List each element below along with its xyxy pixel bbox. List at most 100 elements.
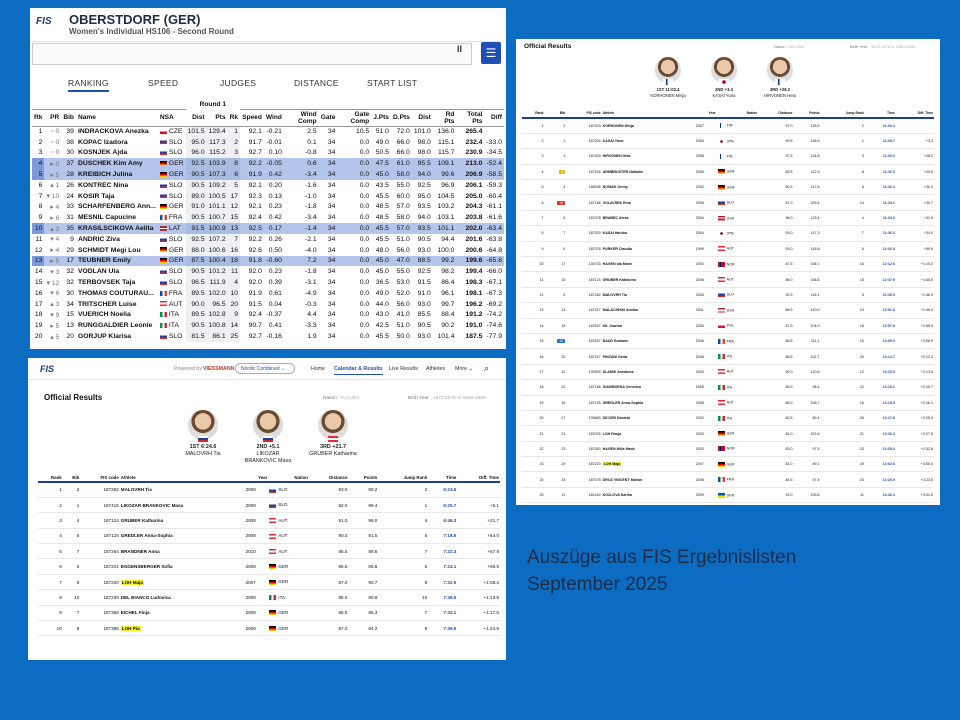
table-row[interactable]: 1 2 187282 MALOVRH Tia 2008 SLO 93.0 99.2 2 6:24.…: [38, 482, 500, 498]
column-header[interactable]: Nation: [268, 474, 309, 483]
table-row[interactable]: 20 27 130683 DEJORI Daniela 2002 ITA 80.5 89.1 2…: [522, 410, 934, 427]
table-row[interactable]: 2 1 187204 KASAI Yuna 2004 JPN 99.5 128.9 1 11:05…: [522, 133, 934, 150]
table-row[interactable]: 19 16 187125 GREDLER Anna-Sophia 2008 AUT 86.0…: [522, 395, 934, 411]
table-row[interactable]: 7 5 187078 BRABEC Alexa 2004 USA 98.0 123.4 4 11:…: [522, 210, 934, 227]
column-header[interactable]: Wind: [263, 109, 284, 127]
column-header[interactable]: Gate Comp: [337, 109, 372, 127]
table-row[interactable]: 11 15 187124 GRUBER Katharina 2008 AUT 86.0 106…: [522, 271, 934, 288]
athlete-name[interactable]: EGGENSBERGER Sofia: [120, 564, 173, 570]
athlete-name[interactable]: BRABEC Alexa: [602, 216, 629, 221]
athlete-name[interactable]: EICHEL Finja: [120, 610, 150, 616]
nation-filter-input[interactable]: SUI,USA: [788, 44, 805, 49]
table-row[interactable]: 10 8 187385 LOH Pia 2009 GER 87.0 84.2 8 7:49.5 +1…: [38, 620, 500, 637]
table-row[interactable]: 25 11 181444 KOZLOVA Karina 2009 UKR 91.0 109.8…: [522, 487, 934, 504]
table-row[interactable]: 4 ▸ 0 37 DUSCHEK Kim Amy GER 92.5 103.9 8 92.2 -0…: [32, 158, 504, 170]
column-header[interactable]: Distance: [758, 109, 794, 119]
table-row[interactable]: 5 7 187264 BRANDNER Anna 2010 AUT 85.5 88.5 7 7:2…: [38, 543, 500, 560]
athlete-name[interactable]: HAGEN Mille Marie: [602, 446, 635, 451]
table-row[interactable]: 12 ▸ 4 29 SCHMIDT Megi Lou GER 88.0 100.6 16 92.…: [32, 244, 504, 256]
column-header[interactable]: Dist: [185, 109, 207, 127]
athlete-name[interactable]: DEJORI Daniela: [602, 416, 630, 421]
athlete-name[interactable]: LOH Maja: [602, 462, 622, 467]
table-row[interactable]: 6 16 187186 VOLAVSEK Ema 2005 SLO 87.0 109.4 14 1…: [522, 194, 934, 211]
tab-start-list[interactable]: START LIST: [367, 78, 418, 88]
column-header[interactable]: Bib: [61, 109, 76, 127]
tab-ranking[interactable]: RANKING: [68, 78, 109, 92]
table-row[interactable]: 4 5 187125 GREDLER Anna-Sophia 2008 AUT 90.0 91…: [38, 528, 500, 545]
tab-judges[interactable]: JUDGES: [220, 78, 257, 88]
table-row[interactable]: 9 6 187078 PURKER Claudia 1999 AUT 93.0 118.8 6 1…: [522, 241, 934, 258]
athlete-name[interactable]: DROZ VINCENT Marion: [602, 477, 643, 482]
athlete-name[interactable]: LOH Pia: [120, 625, 141, 631]
birth-year-input[interactable]: 1972,1975 or 1980-1985: [871, 44, 915, 49]
column-header[interactable]: J.Pts: [371, 109, 391, 127]
table-row[interactable]: 18 ▾ 9 15 VUERICH Noelia ITA 89.5 102.8 9 92.4 -0…: [32, 309, 504, 321]
table-row[interactable]: 6 ▴ 1 26 KONTREC Nina SLO 90.5 109.2 5 92.1 0.20 -…: [32, 179, 504, 191]
table-row[interactable]: 5 ▸ 5 28 KREIBICH Julina GER 90.5 107.3 6 91.9 0.…: [32, 169, 504, 180]
column-header[interactable]: Rank: [522, 109, 545, 119]
table-row[interactable]: 3 4 187124 GRUBER Katharina 2008 AUT 91.0 96.0 4…: [38, 512, 500, 529]
table-row[interactable]: 19 ▸ 5 13 RUNGGALDIER Leonie ITA 90.5 100.8 14 9…: [32, 320, 504, 332]
table-row[interactable]: 23 29 187220 LOH Maja 2007 GER 81.0 89.1 29 14:02…: [522, 456, 934, 473]
athlete-name[interactable]: VOLAVSEK Ema: [602, 200, 631, 205]
column-header[interactable]: Bib: [544, 109, 567, 119]
column-header[interactable]: Rk: [32, 109, 45, 127]
athlete-name[interactable]: BAUD Romane: [602, 339, 629, 344]
table-row[interactable]: 11 ▾ 4 9 ANDRIC Ziva SLO 92.5 107.2 7 92.2 0.26 -2…: [32, 233, 504, 245]
athlete-name[interactable]: MALACINSKI Annika: [602, 308, 639, 313]
athlete-name[interactable]: GREDLER Anna-Sophia: [120, 533, 173, 539]
athlete-name[interactable]: SLAMIK Annalena: [602, 369, 634, 374]
table-row[interactable]: 2 1 187415 LIKOZAR BRANKOVIC Masa 2009 SLO 92.…: [38, 497, 500, 514]
athlete-name[interactable]: GIANMOENA Veronica: [602, 385, 641, 390]
table-row[interactable]: 7 9 187220 LOH Maja 2007 GER 87.0 90.7 9 7:32.9 +1…: [38, 574, 500, 591]
column-header[interactable]: Dist: [411, 109, 433, 127]
table-row[interactable]: 12 5 187282 MALOVRH Tia 2008 SLO 92.5 118.1 5 12:…: [522, 287, 934, 304]
table-row[interactable]: 17 ▴ 3 34 TRITSCHER Luise AUT 90.0 96.5 20 91.5 0…: [32, 298, 504, 310]
table-row[interactable]: 14 18 187637 KIL Joanna 2006 POL 87.0 104.0 18 12…: [522, 318, 934, 334]
column-header[interactable]: PR: [44, 109, 62, 127]
athlete-name[interactable]: NOWAK Jenny: [602, 185, 628, 190]
table-row[interactable]: 3 3 187403 HIRVONEN Heta 2008 FIN 97.5 124.8 3 11…: [522, 148, 934, 165]
table-row[interactable]: 8 ▸ 4 33 SCHARFENBERG Ann... GER 91.0 101.1 12 9…: [32, 201, 504, 213]
nav-live-results[interactable]: Live Results: [389, 366, 418, 372]
column-header[interactable]: Diff. Time: [895, 109, 934, 119]
athlete-name[interactable]: PURKER Claudia: [602, 246, 632, 251]
athlete-name[interactable]: KIL Joanna: [602, 323, 622, 328]
column-header[interactable]: Athlete: [601, 109, 695, 119]
column-header[interactable]: Points: [793, 109, 821, 119]
column-header[interactable]: Year: [244, 474, 269, 483]
table-row[interactable]: 9 ▸ 6 31 MESNIL Capucine FRA 90.5 100.7 15 92.4 0…: [32, 212, 504, 224]
nav-home[interactable]: Home: [311, 366, 326, 372]
table-row[interactable]: 24 24 187078 DROZ VINCENT Marion 2008 FRA 84.5…: [522, 471, 934, 488]
athlete-name[interactable]: KASAI Yuna: [602, 139, 624, 144]
table-row[interactable]: 18 22 187186 GIANMOENA Veronica 1995 ITA 85.0 9…: [522, 379, 934, 396]
table-row[interactable]: 16 ▾ 6 30 THOMAS COUTURAU... FRA 89.5 102.0 10 9…: [32, 287, 504, 299]
column-header[interactable]: Diff. Time: [457, 474, 500, 483]
table-row[interactable]: 2 ▫ 0 38 KOPAC Izadora SLO 95.0 117.3 2 91.7 -0.0…: [32, 136, 504, 148]
table-row[interactable]: 21 21 187076 LOH Ronja 2003 GER 84.0 102.6 21 13:…: [522, 425, 934, 442]
table-row[interactable]: 14 ▾ 3 32 VODLAN Ula SLO 90.5 101.2 11 92.0 0.23 -…: [32, 266, 504, 278]
athlete-name[interactable]: BRANDNER Anna: [120, 548, 160, 554]
athlete-name[interactable]: ARMBRUSTER Nathalie: [602, 169, 644, 174]
column-header[interactable]: Total Pts: [456, 109, 485, 127]
column-header[interactable]: Diff: [484, 109, 504, 127]
table-row[interactable]: 16 20 187217 PINZANI Greta 2008 ITA 85.5 102.7 2…: [522, 348, 934, 365]
column-header[interactable]: Gate: [318, 109, 338, 127]
table-row[interactable]: 22 23 187063 HAGEN Mille Marie 2003 NOR 83.0 97…: [522, 441, 934, 458]
athlete-name[interactable]: MALOVRH Tia: [602, 292, 627, 297]
column-header[interactable]: Rd Pts: [432, 109, 457, 127]
pause-button[interactable]: II: [457, 44, 463, 54]
column-header[interactable]: Name: [75, 109, 158, 127]
athlete-name[interactable]: HIRVONEN Heta: [602, 154, 631, 159]
table-row[interactable]: 1 ▫ 0 39 INDRACKOVA Anezka CZE 101.5 129.4 1 92.…: [32, 126, 504, 137]
tab-speed[interactable]: SPEED: [148, 78, 179, 88]
table-row[interactable]: 1 2 187203 KORHONEN Minja 2007 FIN 97.0 128.5 2 1…: [522, 118, 934, 134]
menu-button[interactable]: ☰: [481, 42, 501, 64]
table-row[interactable]: 15 ▾ 12 32 TERBOVSEK Taja SLO 96.5 111.9 4 92.0 0…: [32, 277, 504, 288]
column-header[interactable]: Rank: [38, 474, 63, 483]
table-row[interactable]: 4 8 187104 ARMBRUSTER Nathalie 2006 GER 89.5 11…: [522, 164, 934, 181]
column-header[interactable]: NSA: [157, 109, 186, 127]
column-header[interactable]: Time: [428, 474, 458, 483]
table-row[interactable]: 20 ▴ 5 20 GORJUP Klarisa SLO 81.5 86.1 25 92.7 -0…: [32, 331, 504, 342]
athlete-name[interactable]: HAGEN Ida Marie: [602, 262, 633, 267]
